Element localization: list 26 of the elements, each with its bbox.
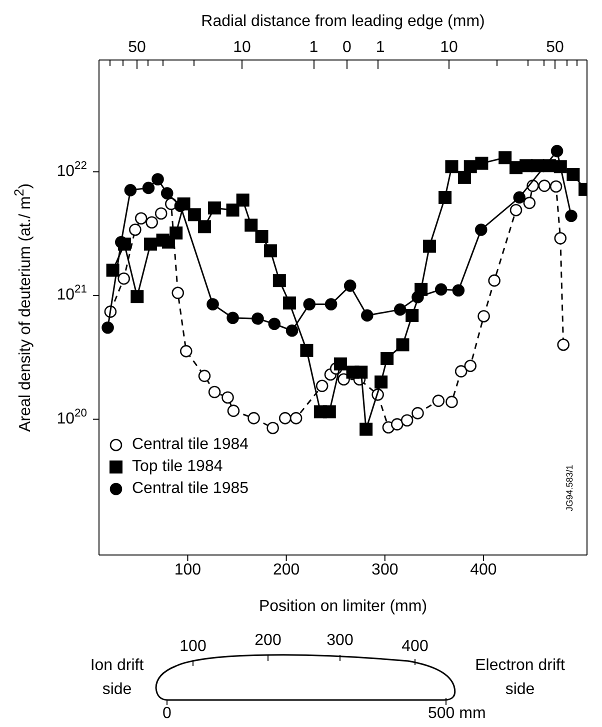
y-tick-label: 10$^{20}$ [56,407,87,428]
text: 200 [254,632,282,650]
text: 400 [402,638,428,656]
y-tick-label: 10$^{21}$ [56,283,87,304]
x2-axis-title: Radial distance from leading edge (mm) [201,13,485,30]
text: 50 [128,39,146,56]
text: Electron drift side [474,656,566,700]
text: 10 [440,39,458,56]
text: 100 [180,638,206,656]
x-tick-label: 400 [470,561,497,578]
text: 1 0 1 [309,39,385,56]
text: 10 [233,39,251,56]
y-tick-label: 10$^{22}$ [56,160,87,180]
annotation: JG94.583/1 [564,464,574,512]
legend-label: Top tile 1984 [132,458,223,476]
text: Ion drift side [89,656,145,700]
text: 0 [162,705,172,723]
legend-label: Central tile 1985 [132,480,249,498]
text: 500 mm [428,705,486,723]
x-tick-label: 100 [174,561,202,578]
x-tick-label: 300 [372,561,398,578]
x-axis-title: Position on limiter (mm) [258,598,428,615]
x-tick-label: 200 [272,561,300,578]
text: 300 [326,632,354,650]
legend-label: Central tile 1984 [132,436,249,454]
text: 50 [546,39,564,56]
